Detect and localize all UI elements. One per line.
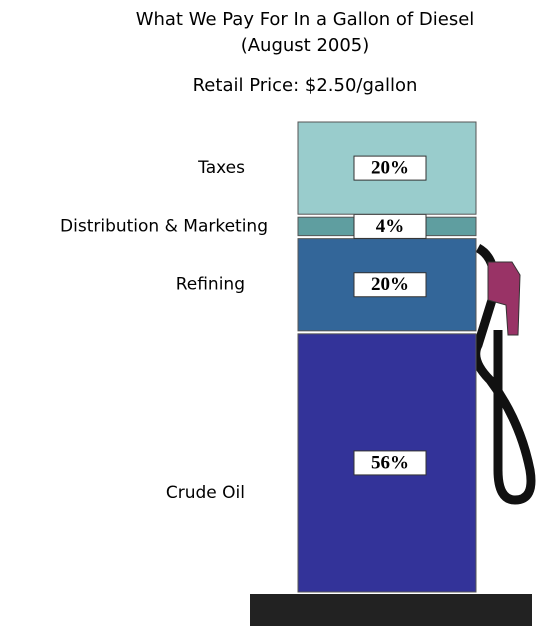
chart-subtitle: (August 2005) (241, 35, 370, 56)
value-label-box (353, 155, 427, 181)
category-label: Crude Oil (166, 483, 245, 503)
pump-base (250, 594, 532, 626)
category-label: Taxes (197, 158, 245, 178)
value-label-box (353, 213, 427, 239)
price-annotation: Retail Price: $2.50/gallon (193, 75, 418, 96)
value-label-box (353, 272, 427, 298)
category-label: Refining (176, 275, 245, 295)
value-label: 56% (371, 452, 409, 473)
value-label: 20% (371, 274, 409, 295)
chart-title: What We Pay For In a Gallon of Diesel (136, 9, 475, 30)
pump-nozzle (487, 261, 521, 336)
value-label: 20% (371, 157, 409, 178)
value-label-box (353, 450, 427, 476)
value-label: 4% (376, 216, 405, 237)
category-label: Distribution & Marketing (60, 216, 268, 236)
